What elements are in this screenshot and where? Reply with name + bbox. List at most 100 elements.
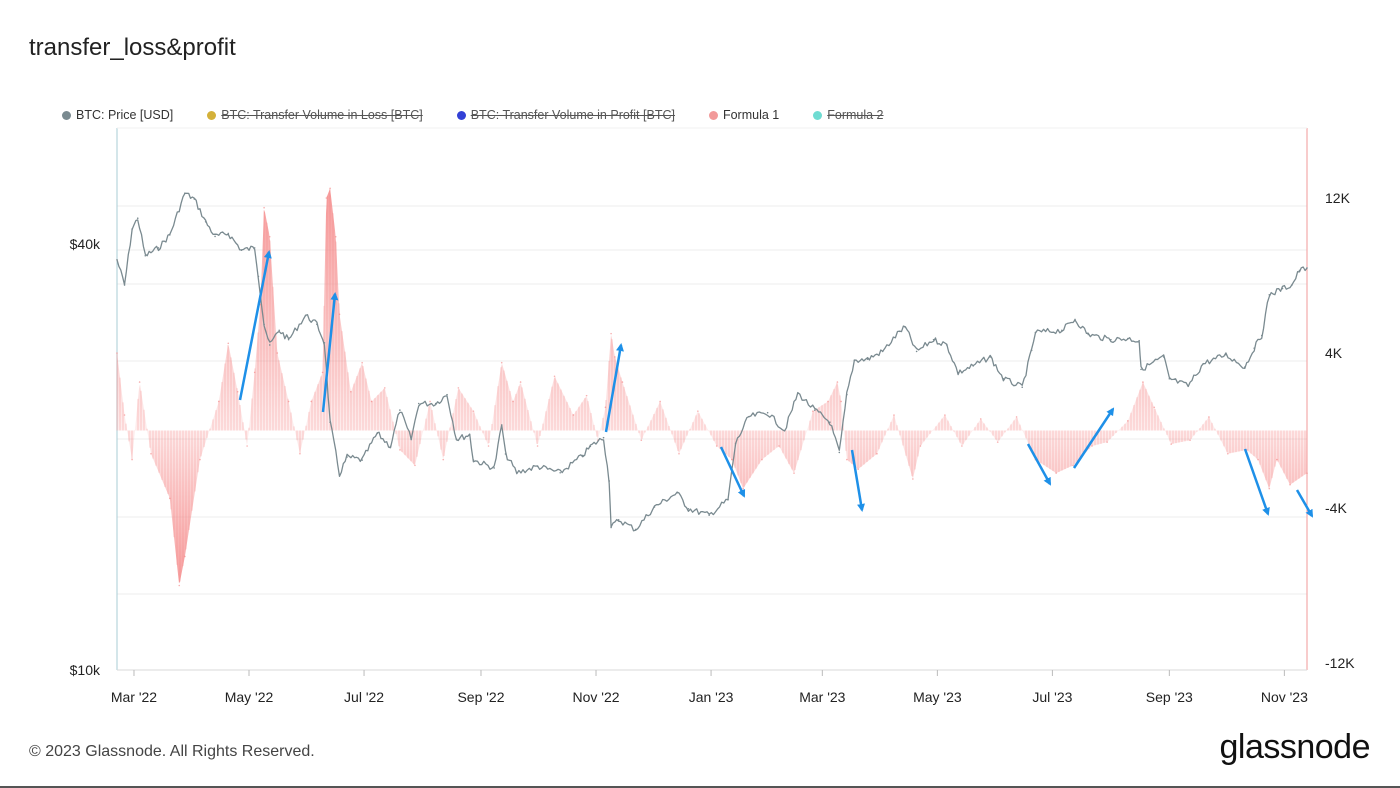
btc-price-point — [846, 393, 848, 396]
btc-price-point — [1291, 284, 1293, 286]
btc-price-point — [500, 424, 503, 426]
btc-price-point — [338, 473, 341, 476]
formula-1-point — [1306, 472, 1308, 474]
btc-price-point — [136, 217, 139, 220]
formula-1-point — [1091, 445, 1093, 447]
formula-1-point — [1142, 381, 1144, 383]
btc-price-point — [610, 526, 612, 529]
formula-1-point — [731, 458, 733, 461]
formula-1-point — [827, 400, 829, 403]
formula-1-point — [640, 439, 643, 441]
formula-1-point — [614, 356, 616, 358]
formula-1-point — [138, 381, 141, 383]
formula-1-point — [268, 235, 271, 238]
btc-price-point — [504, 453, 507, 455]
formula-1-point — [876, 452, 878, 455]
legend-item-transfer-profit[interactable]: BTC: Transfer Volume in Profit [BTC] — [456, 108, 675, 122]
formula-1-point — [1276, 458, 1278, 461]
btc-price-point — [1253, 347, 1255, 349]
btc-price-point — [797, 392, 799, 395]
formula-1-negative-area — [117, 430, 1307, 584]
btc-price-point — [1202, 362, 1205, 365]
legend-item-price[interactable]: BTC: Price [USD] — [62, 108, 173, 122]
btc-price-point — [766, 411, 769, 414]
formula-1-point — [246, 445, 248, 447]
btc-price-point — [304, 314, 307, 317]
btc-price-point — [617, 519, 620, 521]
formula-1-point — [697, 410, 699, 412]
btc-price-point — [727, 498, 729, 501]
formula-1-point — [1226, 452, 1229, 455]
formula-1-point — [604, 406, 607, 409]
formula-1-point — [442, 458, 445, 461]
btc-price-point — [1306, 267, 1308, 269]
btc-price-point — [1138, 339, 1140, 342]
formula-1-point — [184, 555, 186, 558]
btc-price-point — [838, 451, 841, 454]
formula-1-point — [325, 197, 328, 199]
btc-price-point — [1002, 377, 1005, 380]
legend-item-transfer-loss[interactable]: BTC: Transfer Volume in Loss [BTC] — [207, 108, 423, 122]
btc-price-point — [1140, 368, 1142, 371]
formula-1-point — [961, 445, 963, 447]
x-axis-tick-label: Nov '23 — [1261, 689, 1308, 705]
x-axis-tick-label: Jan '23 — [689, 689, 734, 705]
btc-price-point — [904, 326, 907, 329]
legend: BTC: Price [USD] BTC: Transfer Volume in… — [62, 108, 918, 122]
btc-price-point — [687, 507, 690, 510]
btc-price-point — [263, 323, 265, 326]
btc-price-point — [1298, 269, 1301, 272]
formula-1-point — [893, 414, 895, 416]
formula-1-point — [919, 445, 922, 447]
btc-price-point — [1225, 353, 1227, 356]
x-axis-tick-label: Nov '22 — [573, 689, 620, 705]
formula-1-point — [678, 452, 680, 455]
formula-1-point — [996, 441, 999, 443]
formula-1-point — [812, 410, 814, 412]
formula-1-point — [715, 445, 718, 447]
formula-1-point — [659, 400, 661, 403]
right-axis-tick-label: 12K — [1325, 190, 1351, 206]
btc-price-point — [493, 467, 495, 469]
btc-price-point — [734, 442, 737, 445]
legend-label: BTC: Transfer Volume in Profit [BTC] — [470, 108, 675, 122]
formula-1-area — [116, 187, 1308, 587]
formula-1-point — [1153, 406, 1156, 409]
btc-price-point — [813, 409, 816, 411]
btc-price-point — [853, 359, 856, 362]
legend-item-formula-2[interactable]: Formula 2 — [813, 108, 884, 122]
formula-1-point — [414, 464, 416, 467]
formula-1-point — [1072, 464, 1074, 467]
btc-price-point — [945, 344, 948, 346]
plot-frame — [116, 127, 1308, 671]
formula-1-point — [585, 394, 588, 397]
btc-price-point — [1127, 337, 1129, 340]
btc-price-point — [287, 338, 290, 341]
formula-1-point — [1268, 487, 1271, 490]
btc-price-point — [169, 234, 171, 236]
formula-1-point — [536, 445, 539, 447]
left-axis-tick-label: $40k — [70, 236, 101, 252]
btc-price-point — [516, 471, 518, 474]
formula-1-point — [1257, 458, 1259, 461]
glassnode-logo: glassnode — [1219, 728, 1370, 766]
x-axis-tick-label: May '23 — [913, 689, 962, 705]
btc-price-point — [829, 421, 831, 423]
legend-item-formula-1[interactable]: Formula 1 — [708, 108, 779, 122]
btc-price-point — [389, 445, 392, 448]
legend-loss-marker-icon — [207, 110, 217, 120]
btc-price-point — [361, 459, 363, 461]
btc-price-point — [1268, 294, 1271, 296]
btc-price-point — [1030, 349, 1033, 352]
formula-1-point — [472, 410, 475, 412]
formula-1-point — [287, 400, 290, 403]
chart-title: transfer_loss&profit — [29, 34, 236, 61]
btc-price-point — [329, 421, 331, 423]
btc-price-point — [1187, 385, 1189, 387]
formula-1-point — [383, 387, 386, 389]
btc-price-path — [116, 192, 1308, 532]
btc-price-point — [253, 247, 256, 249]
btc-price-point — [1074, 318, 1076, 321]
formula-1-point — [857, 468, 859, 471]
